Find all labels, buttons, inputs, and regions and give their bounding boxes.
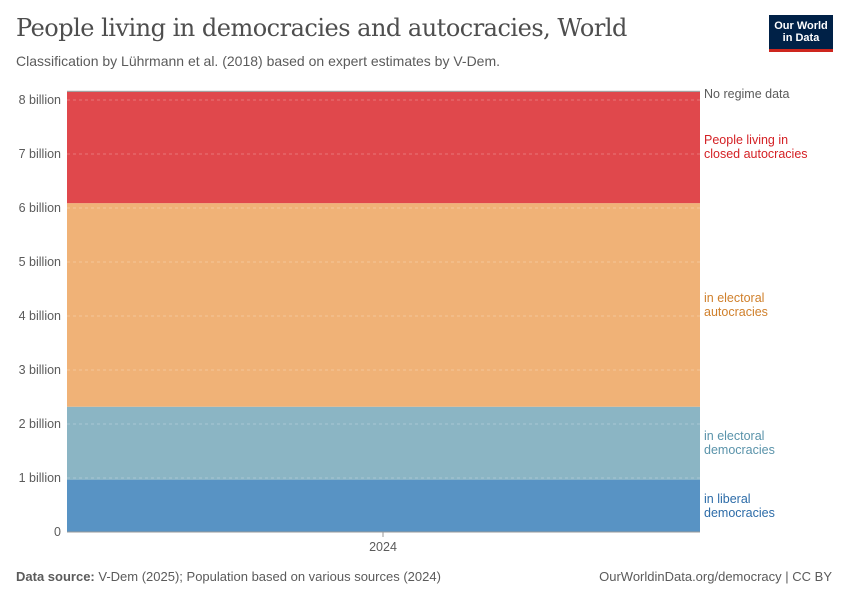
x-tick-label: 2024 [369, 540, 397, 554]
footer-link[interactable]: OurWorldinData.org/democracy | CC BY [599, 569, 832, 584]
y-tick-label: 0 [54, 525, 61, 539]
area-2 [67, 203, 700, 407]
data-source: Data source: V-Dem (2025); Population ba… [16, 569, 441, 584]
area-3 [67, 91, 700, 204]
series-label[interactable]: in electoral autocracies [704, 291, 768, 319]
series-label[interactable]: No regime data [704, 87, 790, 101]
area-0 [67, 479, 700, 532]
series-label[interactable]: in liberal democracies [704, 492, 775, 520]
y-tick-label: 1 billion [19, 471, 61, 485]
series-label[interactable]: in electoral democracies [704, 429, 775, 457]
owid-logo[interactable]: Our World in Data [769, 15, 833, 52]
y-tick-label: 8 billion [19, 93, 61, 107]
series-label[interactable]: People living in closed autocracies [704, 133, 808, 161]
y-tick-label: 5 billion [19, 255, 61, 269]
area-1 [67, 406, 700, 480]
area-4 [67, 90, 700, 92]
y-tick-label: 2 billion [19, 417, 61, 431]
chart-subtitle: Classification by Lührmann et al. (2018)… [16, 53, 501, 69]
y-tick-label: 4 billion [19, 309, 61, 323]
y-tick-label: 6 billion [19, 201, 61, 215]
y-tick-label: 3 billion [19, 363, 61, 377]
y-tick-label: 7 billion [19, 147, 61, 161]
chart-title: People living in democracies and autocra… [16, 14, 627, 42]
